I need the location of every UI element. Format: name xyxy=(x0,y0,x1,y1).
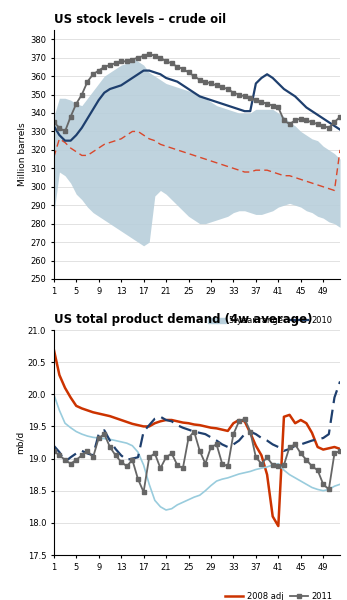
Text: US total product demand (4w average): US total product demand (4w average) xyxy=(54,313,312,326)
Y-axis label: mb/d: mb/d xyxy=(16,431,25,454)
Y-axis label: Million barrels: Million barrels xyxy=(18,122,27,187)
Text: US stock levels – crude oil: US stock levels – crude oil xyxy=(54,13,226,26)
Legend: 5 year range, 5 year avg., 2010, 2011: 5 year range, 5 year avg., 2010, 2011 xyxy=(204,313,336,342)
Legend: 2008 adj, 2010, 2011, 2009: 2008 adj, 2010, 2011, 2009 xyxy=(222,589,336,600)
